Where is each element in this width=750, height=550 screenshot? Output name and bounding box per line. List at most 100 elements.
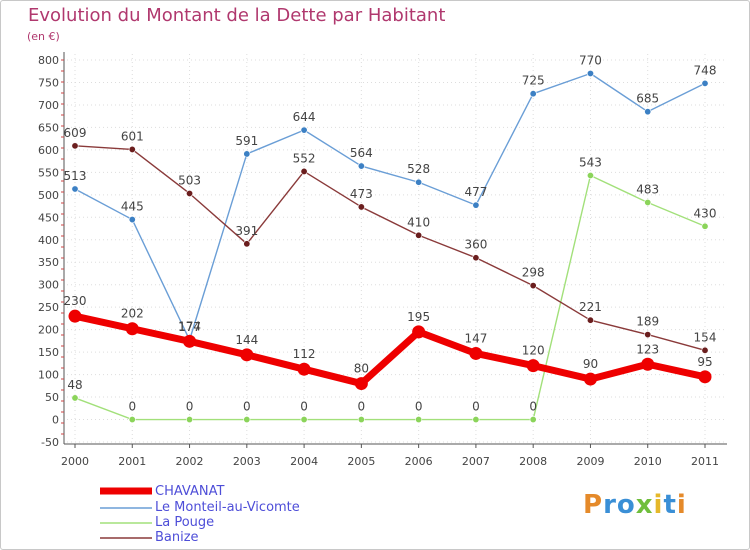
data-label: 95	[697, 355, 712, 369]
data-point	[243, 416, 251, 424]
data-label: 591	[235, 134, 258, 148]
y-tick-label: 750	[38, 76, 59, 89]
data-point	[469, 346, 483, 360]
y-tick-label: 150	[38, 346, 59, 359]
data-label: 174	[178, 319, 201, 333]
legend-entry-label: CHAVANAT	[155, 484, 225, 499]
data-point	[472, 416, 480, 424]
data-point	[186, 416, 194, 424]
logo-letter: r	[603, 490, 617, 520]
legend-entry-label: Banize	[155, 530, 199, 545]
data-label: 0	[529, 400, 537, 414]
y-tick-label: 600	[38, 144, 59, 157]
data-label: 0	[472, 400, 480, 414]
data-label: 477	[464, 185, 487, 199]
data-label: 144	[235, 333, 258, 347]
data-point	[71, 142, 79, 150]
logo-letter: x	[635, 490, 654, 520]
x-tick-label: 2005	[347, 455, 375, 468]
data-point	[701, 346, 709, 354]
logo-letter: P	[583, 490, 604, 520]
data-point	[300, 167, 308, 175]
data-point	[357, 203, 365, 211]
data-point	[583, 372, 597, 386]
data-label: 189	[636, 315, 659, 329]
data-point	[71, 185, 79, 193]
data-point	[701, 222, 709, 230]
data-point	[240, 348, 254, 362]
data-label: 177	[178, 320, 201, 334]
data-point	[128, 145, 136, 153]
data-point	[644, 331, 652, 339]
y-tick-label: 350	[38, 256, 59, 269]
data-label: 564	[350, 146, 373, 160]
data-point	[243, 240, 251, 248]
data-label: 503	[178, 173, 201, 187]
data-label: 609	[64, 126, 87, 140]
data-point	[186, 189, 194, 197]
y-tick-label: 0	[52, 414, 59, 427]
data-point	[586, 69, 594, 77]
y-tick-label: 450	[38, 211, 59, 224]
data-label: 360	[464, 238, 487, 252]
y-tick-label: 50	[45, 391, 59, 404]
data-label: 445	[121, 200, 144, 214]
proxiti-logo: Proxiti	[583, 490, 687, 520]
data-label: 195	[407, 310, 430, 324]
data-point	[128, 416, 136, 424]
y-tick-label: 100	[38, 369, 59, 382]
x-tick-label: 2007	[462, 455, 490, 468]
data-point	[644, 108, 652, 116]
y-tick-label: 300	[38, 279, 59, 292]
logo-letter: i	[676, 490, 687, 520]
data-label: 48	[67, 378, 82, 392]
data-label: 770	[579, 53, 602, 67]
data-label: 483	[636, 182, 659, 196]
logo-letter: o	[616, 490, 636, 520]
y-tick-label: 500	[38, 189, 59, 202]
data-point	[71, 394, 79, 402]
y-tick-label: 700	[38, 99, 59, 112]
data-point	[529, 282, 537, 290]
data-point	[357, 162, 365, 170]
data-point	[472, 201, 480, 209]
data-label: 410	[407, 215, 430, 229]
data-point	[641, 357, 655, 371]
data-point	[472, 254, 480, 262]
data-label: 80	[354, 362, 369, 376]
series-0: 230 202 174 144 112 80 195 147 120 90 123 95	[64, 294, 713, 391]
x-tick-label: 2000	[61, 455, 89, 468]
data-point	[529, 416, 537, 424]
data-point	[529, 90, 537, 98]
series-3: 609 601 503 391 552 473 410 360 298 221 189 154	[64, 126, 717, 354]
series-line	[74, 72, 706, 341]
data-label: 0	[300, 400, 308, 414]
data-label: 0	[243, 400, 251, 414]
legend-entry-label: La Pouge	[155, 515, 215, 530]
data-label: 154	[694, 330, 717, 344]
data-label: 543	[579, 155, 602, 169]
data-label: 644	[293, 110, 316, 124]
data-point	[128, 216, 136, 224]
data-label: 725	[522, 74, 545, 88]
data-point	[644, 198, 652, 206]
x-tick-label: 2002	[176, 455, 204, 468]
logo-letter: i	[653, 490, 664, 520]
data-label: 123	[636, 342, 659, 356]
data-label: 685	[636, 92, 659, 106]
data-point	[586, 316, 594, 324]
data-point	[698, 370, 712, 384]
y-tick-label: 550	[38, 166, 59, 179]
data-label: 0	[128, 400, 136, 414]
data-point	[297, 362, 311, 376]
x-tick-label: 2010	[634, 455, 662, 468]
series-line	[74, 145, 706, 351]
y-tick-label: -50	[41, 436, 59, 449]
data-point	[354, 377, 368, 391]
legend-entry-label: Le Monteil-au-Vicomte	[155, 500, 300, 515]
data-label: 221	[579, 300, 602, 314]
chart-subtitle: (en €)	[27, 30, 60, 43]
data-point	[526, 359, 540, 373]
